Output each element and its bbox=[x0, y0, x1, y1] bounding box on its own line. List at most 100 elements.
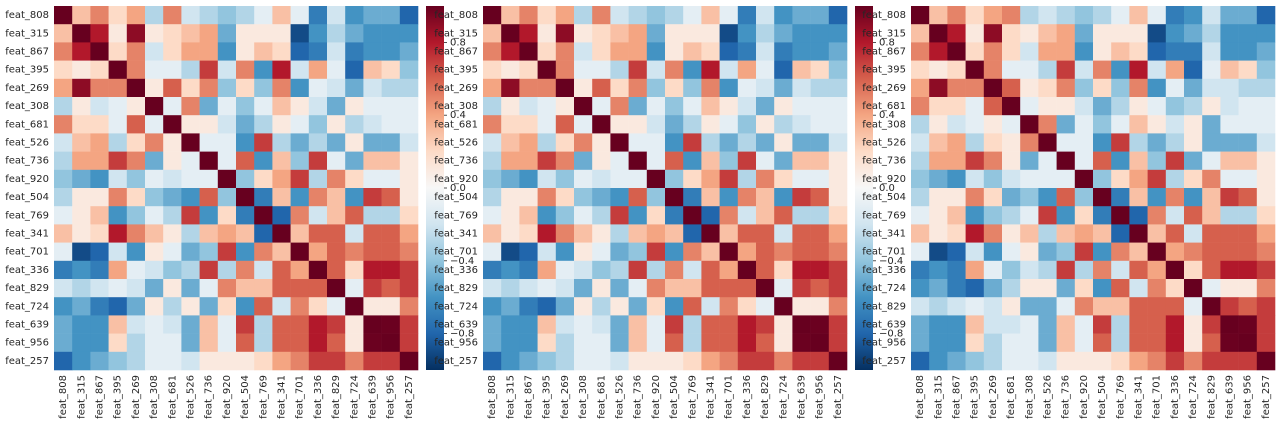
heatmap-cell bbox=[792, 242, 811, 262]
heatmap-cell bbox=[1056, 279, 1076, 298]
heatmap-cell bbox=[181, 151, 200, 171]
heatmap-cell bbox=[1129, 242, 1148, 262]
heatmap-cell bbox=[1038, 133, 1057, 152]
heatmap-cell bbox=[145, 260, 164, 280]
heatmap-cell bbox=[911, 60, 930, 80]
heatmap-cells bbox=[483, 6, 848, 371]
heatmap-cell bbox=[54, 133, 73, 152]
heatmap-cell bbox=[199, 169, 219, 189]
heatmap-cell bbox=[519, 78, 538, 98]
heatmap-cell bbox=[1165, 60, 1185, 80]
heatmap-cell bbox=[108, 260, 128, 280]
heatmap-cell bbox=[272, 60, 291, 80]
heatmap-cell bbox=[983, 224, 1003, 243]
heatmap-cell bbox=[1147, 224, 1167, 243]
heatmap-cell bbox=[911, 78, 930, 98]
heatmap-cell bbox=[1129, 60, 1148, 80]
heatmap-cell bbox=[929, 133, 948, 152]
heatmap-cell bbox=[272, 151, 291, 171]
heatmap-cell bbox=[1020, 206, 1039, 225]
heatmap-cell bbox=[54, 42, 73, 61]
heatmap-cell bbox=[828, 115, 848, 134]
heatmap-cell bbox=[911, 151, 930, 171]
heatmap-cell bbox=[363, 315, 382, 334]
heatmap-cell bbox=[965, 60, 985, 80]
heatmap-cell bbox=[163, 133, 182, 152]
heatmap-cell bbox=[1093, 115, 1112, 134]
heatmap-cell bbox=[1093, 60, 1112, 80]
heatmap-cell bbox=[592, 60, 611, 80]
heatmap-cell bbox=[126, 151, 146, 171]
heatmap-cell bbox=[537, 297, 557, 316]
heatmap-cell bbox=[1074, 151, 1094, 171]
heatmap-cell bbox=[199, 224, 219, 243]
heatmap-cell bbox=[1238, 297, 1258, 316]
heatmap-cell bbox=[519, 224, 538, 243]
heatmap-cell bbox=[792, 188, 811, 207]
heatmap-cell bbox=[537, 169, 557, 189]
heatmap-cell bbox=[308, 60, 328, 80]
heatmap-cell bbox=[1129, 133, 1148, 152]
heatmap-cell bbox=[592, 97, 611, 116]
heatmap-cell bbox=[1238, 169, 1258, 189]
heatmap-cell bbox=[719, 188, 739, 207]
heatmap-cell bbox=[737, 260, 757, 280]
heatmap-cell bbox=[911, 224, 930, 243]
y-tick-label: feat_867 bbox=[5, 47, 49, 58]
heatmap-cell bbox=[810, 42, 830, 61]
heatmap-cell bbox=[1002, 151, 1021, 171]
heatmap-cell bbox=[1256, 60, 1276, 80]
heatmap-cell bbox=[1256, 260, 1276, 280]
heatmap-cell bbox=[272, 188, 291, 207]
heatmap-cell bbox=[1238, 242, 1258, 262]
heatmap-cell bbox=[1056, 133, 1076, 152]
heatmap-cell bbox=[345, 260, 364, 280]
heatmap-cell bbox=[537, 242, 557, 262]
heatmap-cell bbox=[199, 60, 219, 80]
x-tick-label: feat_681 bbox=[1006, 375, 1017, 419]
heatmap-cell bbox=[774, 78, 793, 98]
heatmap-cells bbox=[911, 6, 1276, 371]
heatmap-cell bbox=[911, 297, 930, 316]
heatmap-cell bbox=[983, 42, 1003, 61]
heatmap-cell bbox=[126, 206, 146, 225]
heatmap-cell bbox=[1256, 151, 1276, 171]
heatmap-cell bbox=[163, 260, 182, 280]
heatmap-cell bbox=[126, 260, 146, 280]
x-tick-label: feat_724 bbox=[349, 375, 360, 419]
heatmap-cell bbox=[555, 206, 575, 225]
heatmap-cell bbox=[929, 188, 948, 207]
heatmap-cell bbox=[483, 224, 502, 243]
colorbar-tick-label: 0.0 bbox=[879, 183, 895, 194]
heatmap-cell bbox=[665, 133, 684, 152]
heatmap-cell bbox=[592, 242, 611, 262]
heatmap-cell bbox=[610, 224, 629, 243]
colorbar-tick-label: 0.0 bbox=[450, 183, 466, 194]
heatmap-cell bbox=[399, 24, 419, 43]
heatmap-cell bbox=[163, 169, 182, 189]
heatmap-cell bbox=[1129, 206, 1148, 225]
heatmap-cell bbox=[737, 279, 757, 298]
heatmap-cell bbox=[1220, 151, 1239, 171]
heatmap-cell bbox=[1202, 242, 1221, 262]
heatmap-cell bbox=[756, 188, 775, 207]
heatmap-cell bbox=[290, 206, 310, 225]
heatmap-cell bbox=[217, 279, 237, 298]
heatmap-cell bbox=[628, 133, 648, 152]
colorbar-gradient bbox=[855, 6, 873, 370]
heatmap-cell bbox=[810, 78, 830, 98]
heatmap-cell bbox=[610, 97, 629, 116]
heatmap-cell bbox=[1165, 169, 1185, 189]
heatmap-cell bbox=[1093, 333, 1112, 353]
heatmap-cell bbox=[90, 24, 109, 43]
heatmap-cell bbox=[236, 60, 255, 80]
heatmap-cell bbox=[701, 151, 720, 171]
heatmap-cell bbox=[1038, 224, 1057, 243]
heatmap-cell bbox=[628, 188, 648, 207]
heatmap-cell bbox=[701, 206, 720, 225]
heatmap-cell bbox=[163, 78, 182, 98]
heatmap-cell bbox=[1184, 188, 1203, 207]
heatmap-cell bbox=[345, 151, 364, 171]
heatmap-cell bbox=[683, 78, 702, 98]
heatmap-cell bbox=[1256, 297, 1276, 316]
